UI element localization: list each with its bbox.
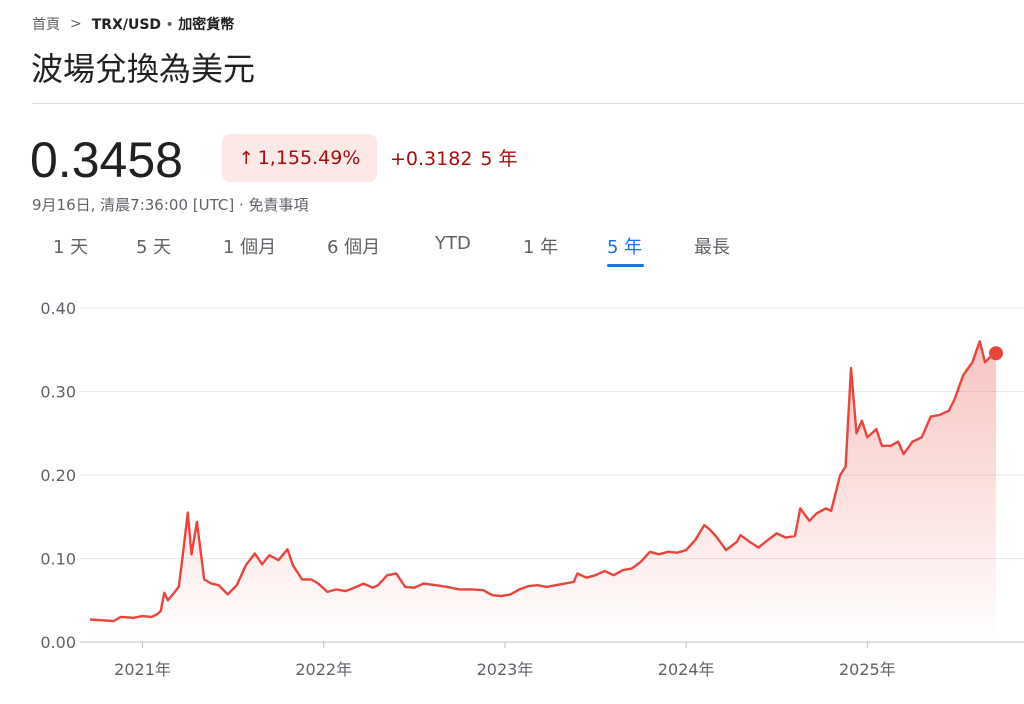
chevron-right-icon: > (70, 16, 82, 32)
percent-change-badge: ↑ 1,155.49% (222, 134, 377, 182)
percent-change-value: 1,155.49% (257, 147, 361, 169)
quote-timestamp[interactable]: 9月16日, 清晨7:36:00 [UTC] · 免責事項 (32, 196, 309, 214)
header-divider (32, 103, 1024, 104)
breadcrumb-category: 加密貨幣 (178, 17, 235, 33)
last-price-marker (989, 346, 1003, 361)
tab-1y[interactable]: 1 年 (523, 237, 559, 258)
breadcrumb-home-link[interactable]: 首頁 (32, 17, 60, 33)
tab-max[interactable]: 最長 (694, 237, 730, 258)
tab-ytd[interactable]: YTD (435, 233, 471, 254)
tab-5d[interactable]: 5 天 (136, 237, 172, 258)
breadcrumb: 首頁 > TRX/USD • 加密貨幣 (32, 14, 234, 34)
tab-1m[interactable]: 1 個月 (223, 237, 277, 258)
page-title: 波場兌換為美元 (31, 50, 256, 88)
x-tick-label: 2023年 (477, 660, 534, 679)
x-tick-label: 2025年 (839, 660, 896, 679)
y-tick-label: 0.00 (40, 633, 76, 652)
y-axis: 0.00 0.10 0.20 0.30 0.40 (40, 299, 76, 652)
tab-5y[interactable]: 5 年 (607, 237, 643, 258)
x-axis: 2021年 2022年 2023年 2024年 2025年 (114, 642, 896, 679)
tab-1d[interactable]: 1 天 (53, 237, 89, 258)
x-tick-label: 2021年 (114, 660, 171, 679)
breadcrumb-separator-dot: • (165, 17, 179, 33)
y-tick-label: 0.40 (40, 299, 76, 318)
active-tab-indicator (607, 264, 644, 267)
absolute-change: +0.3182 5 年 (390, 144, 518, 171)
current-price: 0.3458 (30, 132, 183, 188)
series-line (89, 340, 997, 623)
x-tick-label: 2024年 (658, 660, 715, 679)
tab-6m[interactable]: 6 個月 (327, 237, 381, 258)
y-tick-label: 0.10 (40, 550, 76, 569)
y-tick-label: 0.30 (40, 383, 76, 402)
price-chart[interactable]: 0.00 0.10 0.20 0.30 0.40 2021年 2022年 2023年 2024… (0, 280, 1024, 704)
breadcrumb-current: TRX/USD • 加密貨幣 (92, 14, 234, 34)
y-tick-label: 0.20 (40, 466, 76, 485)
change-period: 5 年 (480, 148, 518, 170)
series-area-fill (90, 341, 996, 642)
x-tick-label: 2022年 (295, 660, 352, 679)
arrow-up-icon: ↑ (238, 147, 254, 169)
breadcrumb-pair: TRX/USD (91, 17, 162, 33)
absolute-change-value: +0.3182 (390, 148, 473, 170)
